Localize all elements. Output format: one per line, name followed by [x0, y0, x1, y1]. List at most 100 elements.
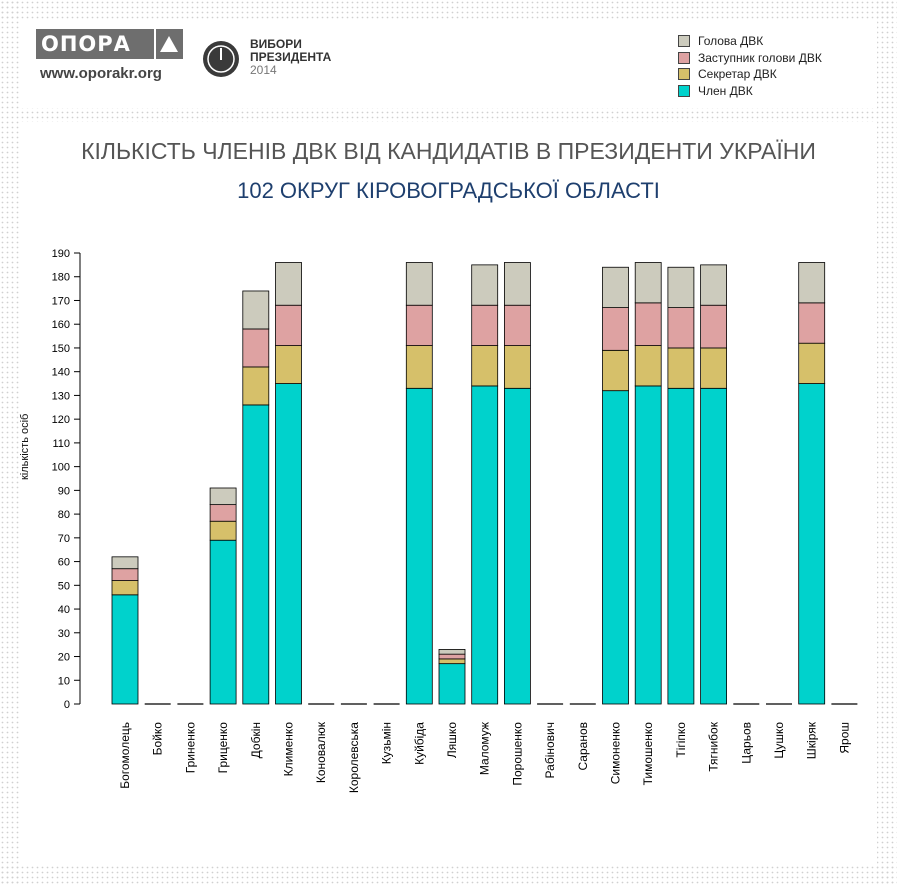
bar-segment — [438, 649, 466, 655]
y-tick-label: 110 — [52, 438, 70, 450]
x-tick-label: Богомолець — [118, 722, 132, 789]
bar-segment — [602, 266, 629, 308]
bar-segment — [634, 345, 662, 387]
bar-segment — [209, 520, 237, 541]
bar-segment — [209, 539, 237, 705]
bar-segment — [275, 383, 302, 705]
bar-segment — [209, 487, 237, 506]
legend-item: Заступник голови ДВК — [678, 50, 822, 67]
x-tick-label: Тігіпко — [674, 722, 688, 758]
bar-segment — [405, 387, 433, 705]
bar-segment — [242, 366, 270, 406]
y-tick-label: 70 — [58, 533, 70, 545]
bar-segment — [798, 342, 826, 384]
x-tick-label: Бойко — [151, 722, 165, 756]
vybory-prezydenta: ВИБОРИ ПРЕЗИДЕНТА 2014 — [250, 38, 331, 77]
y-tick-label: 50 — [58, 580, 70, 592]
bar-segment — [111, 568, 139, 581]
vybory-line2: ПРЕЗИДЕНТА — [250, 50, 332, 64]
x-tick-label: Тимошенко — [641, 722, 655, 786]
bar-segment — [503, 387, 531, 705]
y-tick-label: 150 — [52, 343, 70, 355]
y-tick-label: 60 — [58, 557, 70, 569]
legend-item: Голова ДВК — [678, 33, 822, 50]
legend-item: Член ДВК — [678, 83, 822, 100]
legend-swatch — [678, 68, 690, 81]
y-tick-label: 170 — [52, 295, 70, 307]
legend-item: Секретар ДВК — [678, 66, 822, 83]
bar-segment — [798, 383, 826, 705]
bar-segment — [700, 347, 727, 389]
x-tick-label: Симоненко — [609, 722, 623, 785]
y-tick-label: 20 — [58, 652, 70, 664]
x-tick-label: Порошенко — [510, 722, 524, 786]
bar-segment — [634, 262, 662, 304]
y-tick-label: 140 — [52, 367, 70, 379]
logo-text: ОПОРА — [41, 32, 131, 56]
bar-segment — [798, 302, 826, 344]
y-tick-label: 100 — [52, 462, 70, 474]
y-tick-label: 130 — [52, 390, 70, 402]
bar-segment — [275, 345, 302, 384]
y-tick-label: 120 — [52, 414, 70, 426]
bar-segment — [602, 307, 629, 351]
bar-segment — [275, 304, 302, 346]
bar-segment — [242, 404, 270, 705]
y-tick-label: 80 — [58, 509, 70, 521]
legend-label: Член ДВК — [698, 83, 753, 98]
bar-segment — [471, 345, 499, 387]
x-tick-label: Куйбіда — [412, 722, 426, 765]
bar-segment — [209, 504, 237, 522]
bar-segment — [503, 262, 531, 306]
triangle-icon — [154, 29, 183, 59]
legend-label: Секретар ДВК — [698, 67, 777, 82]
bar-segment — [634, 385, 662, 705]
y-tick-label: 90 — [58, 485, 70, 497]
legend-swatch — [678, 51, 690, 64]
x-tick-label: Рабінович — [543, 722, 557, 778]
x-tick-label: Маломуж — [478, 722, 492, 775]
vybory-line1: ВИБОРИ — [250, 37, 302, 51]
y-tick-label: 40 — [58, 604, 70, 616]
x-tick-label: Ярош — [837, 722, 851, 754]
bar-segment — [700, 264, 727, 306]
power-icon — [202, 40, 240, 78]
x-tick-label: Кузьмін — [380, 722, 394, 764]
chart-legend: Голова ДВК Заступник голови ДВК Секретар… — [678, 33, 822, 99]
bar-segment — [471, 304, 499, 346]
x-tick-label: Добкін — [249, 722, 263, 758]
bar-segment — [111, 580, 139, 596]
logo-url: www.oporakr.org — [40, 65, 162, 82]
bar-segment — [667, 387, 695, 705]
x-tick-label: Тягнибок — [707, 721, 721, 771]
chart-subtitle: 102 ОКРУГ КІРОВОГРАДСЬКОЇ ОБЛАСТІ — [237, 178, 660, 203]
bar-segment — [405, 262, 433, 306]
y-tick-label: 10 — [58, 675, 70, 687]
x-tick-label: Гриценко — [216, 722, 230, 774]
bar-segment — [667, 266, 695, 308]
y-tick-label: 190 — [52, 248, 70, 260]
bar-segment — [798, 262, 826, 304]
bar-segment — [700, 387, 727, 705]
x-tick-label: Коновалюк — [314, 721, 328, 783]
opora-logo: ОПОРА — [36, 29, 183, 59]
bar-segment — [405, 304, 433, 346]
bar-segment — [438, 658, 466, 665]
vybory-year: 2014 — [250, 63, 277, 77]
bar-segment — [111, 594, 139, 705]
x-tick-label: Гриненко — [183, 722, 197, 774]
chart-title: КІЛЬКІСТЬ ЧЛЕНІВ ДВК ВІД КАНДИДАТІВ В ПР… — [81, 138, 816, 164]
x-tick-label: Ляшко — [445, 722, 459, 758]
legend-swatch — [678, 35, 690, 48]
bar-segment — [111, 556, 139, 570]
bar-segment — [602, 349, 629, 392]
x-tick-label: Клименко — [282, 722, 296, 777]
legend-label: Голова ДВК — [698, 34, 764, 49]
y-tick-label: 160 — [52, 319, 70, 331]
bar-segment — [471, 385, 499, 705]
bar-segment — [471, 264, 499, 306]
x-tick-label: Царьов — [739, 722, 753, 764]
x-tick-label: Шкіряк — [805, 721, 819, 759]
bar-segment — [438, 663, 466, 705]
bar-segment — [275, 262, 302, 306]
